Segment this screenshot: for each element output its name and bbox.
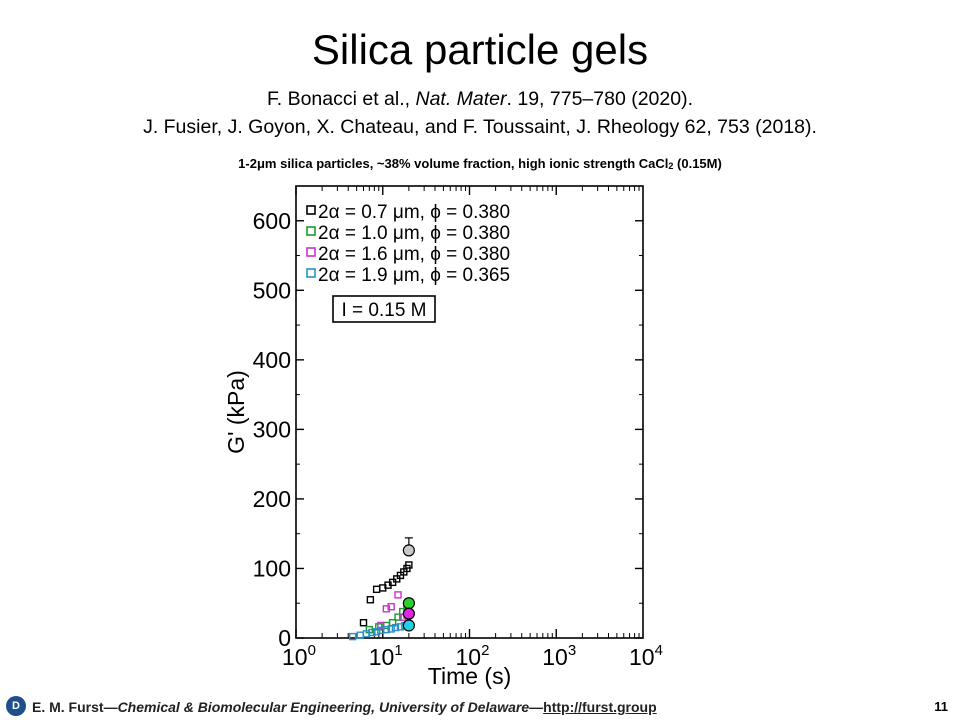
- y-tick-label: 0: [278, 625, 291, 651]
- university-logo: D: [6, 696, 26, 716]
- legend-marker: [306, 205, 316, 215]
- data-point-series-3: [382, 605, 391, 613]
- group-website-link[interactable]: http://furst.group: [543, 699, 657, 715]
- data-point-series-4: [387, 625, 395, 633]
- y-tick-label: 300: [253, 416, 291, 442]
- data-point-series-3: [387, 603, 395, 611]
- data-point-series-3: [394, 591, 402, 599]
- data-point-series-1: [405, 561, 413, 569]
- data-point-series-4: [368, 628, 376, 637]
- x-tick-label: 101: [369, 642, 403, 670]
- y-tick-label: 500: [253, 277, 291, 303]
- y-tick-label: 400: [253, 347, 291, 373]
- y-axis-label: G' (kPa): [223, 370, 249, 454]
- legend-marker: [306, 268, 316, 278]
- x-tick-label: 102: [456, 642, 490, 670]
- legend-entry: 2α = 0.7 μm, ϕ = 0.380: [318, 202, 510, 223]
- data-point-series-1: [359, 619, 368, 627]
- data-point-series-4: [372, 628, 381, 636]
- endpoint-marker: [402, 597, 415, 610]
- x-tick-label: 100: [282, 642, 316, 670]
- endpoint-marker: [402, 619, 415, 632]
- data-point-series-3: [377, 621, 385, 630]
- data-point-series-1: [366, 596, 375, 604]
- endpoint-marker: [402, 607, 415, 620]
- legend-marker: [306, 247, 316, 257]
- x-tick-label: 103: [542, 642, 576, 670]
- footer-text: E. M. Furst—Chemical & Biomolecular Engi…: [32, 699, 657, 715]
- slide-title: Silica particle gels: [311, 26, 649, 73]
- data-point-series-4: [348, 632, 357, 641]
- y-tick-label: 200: [253, 486, 291, 512]
- footer: D E. M. Furst—Chemical & Biomolecular En…: [0, 694, 960, 720]
- legend-entry: 2α = 1.0 μm, ϕ = 0.380: [318, 223, 510, 244]
- page-number: 11: [934, 699, 948, 714]
- legend-marker: [306, 226, 316, 236]
- x-tick-label: 104: [629, 642, 663, 670]
- endpoint-marker: [402, 544, 415, 557]
- annotation-label: I = 0.15 M: [341, 300, 426, 321]
- data-point-series-2: [394, 613, 402, 621]
- sample-description: 1-2μm silica particles, ~38% volume frac…: [238, 156, 722, 171]
- legend-entry: 2α = 1.6 μm, ϕ = 0.380: [318, 244, 510, 265]
- reference-bonacci: F. Bonacci et al., Nat. Mater. 19, 775–7…: [266, 88, 693, 110]
- x-axis-label: Time (s): [428, 663, 511, 689]
- data-point-series-4: [382, 625, 391, 634]
- data-point-series-4: [391, 623, 400, 632]
- reference-fusier: J. Fusier, J. Goyon, X. Chateau, and F. …: [143, 116, 817, 138]
- data-point-series-1: [372, 585, 381, 594]
- y-tick-label: 100: [253, 555, 291, 581]
- y-tick-label: 600: [253, 208, 291, 234]
- legend-entry: 2α = 1.9 μm, ϕ = 0.365: [318, 265, 510, 286]
- annotation-box: [332, 295, 436, 323]
